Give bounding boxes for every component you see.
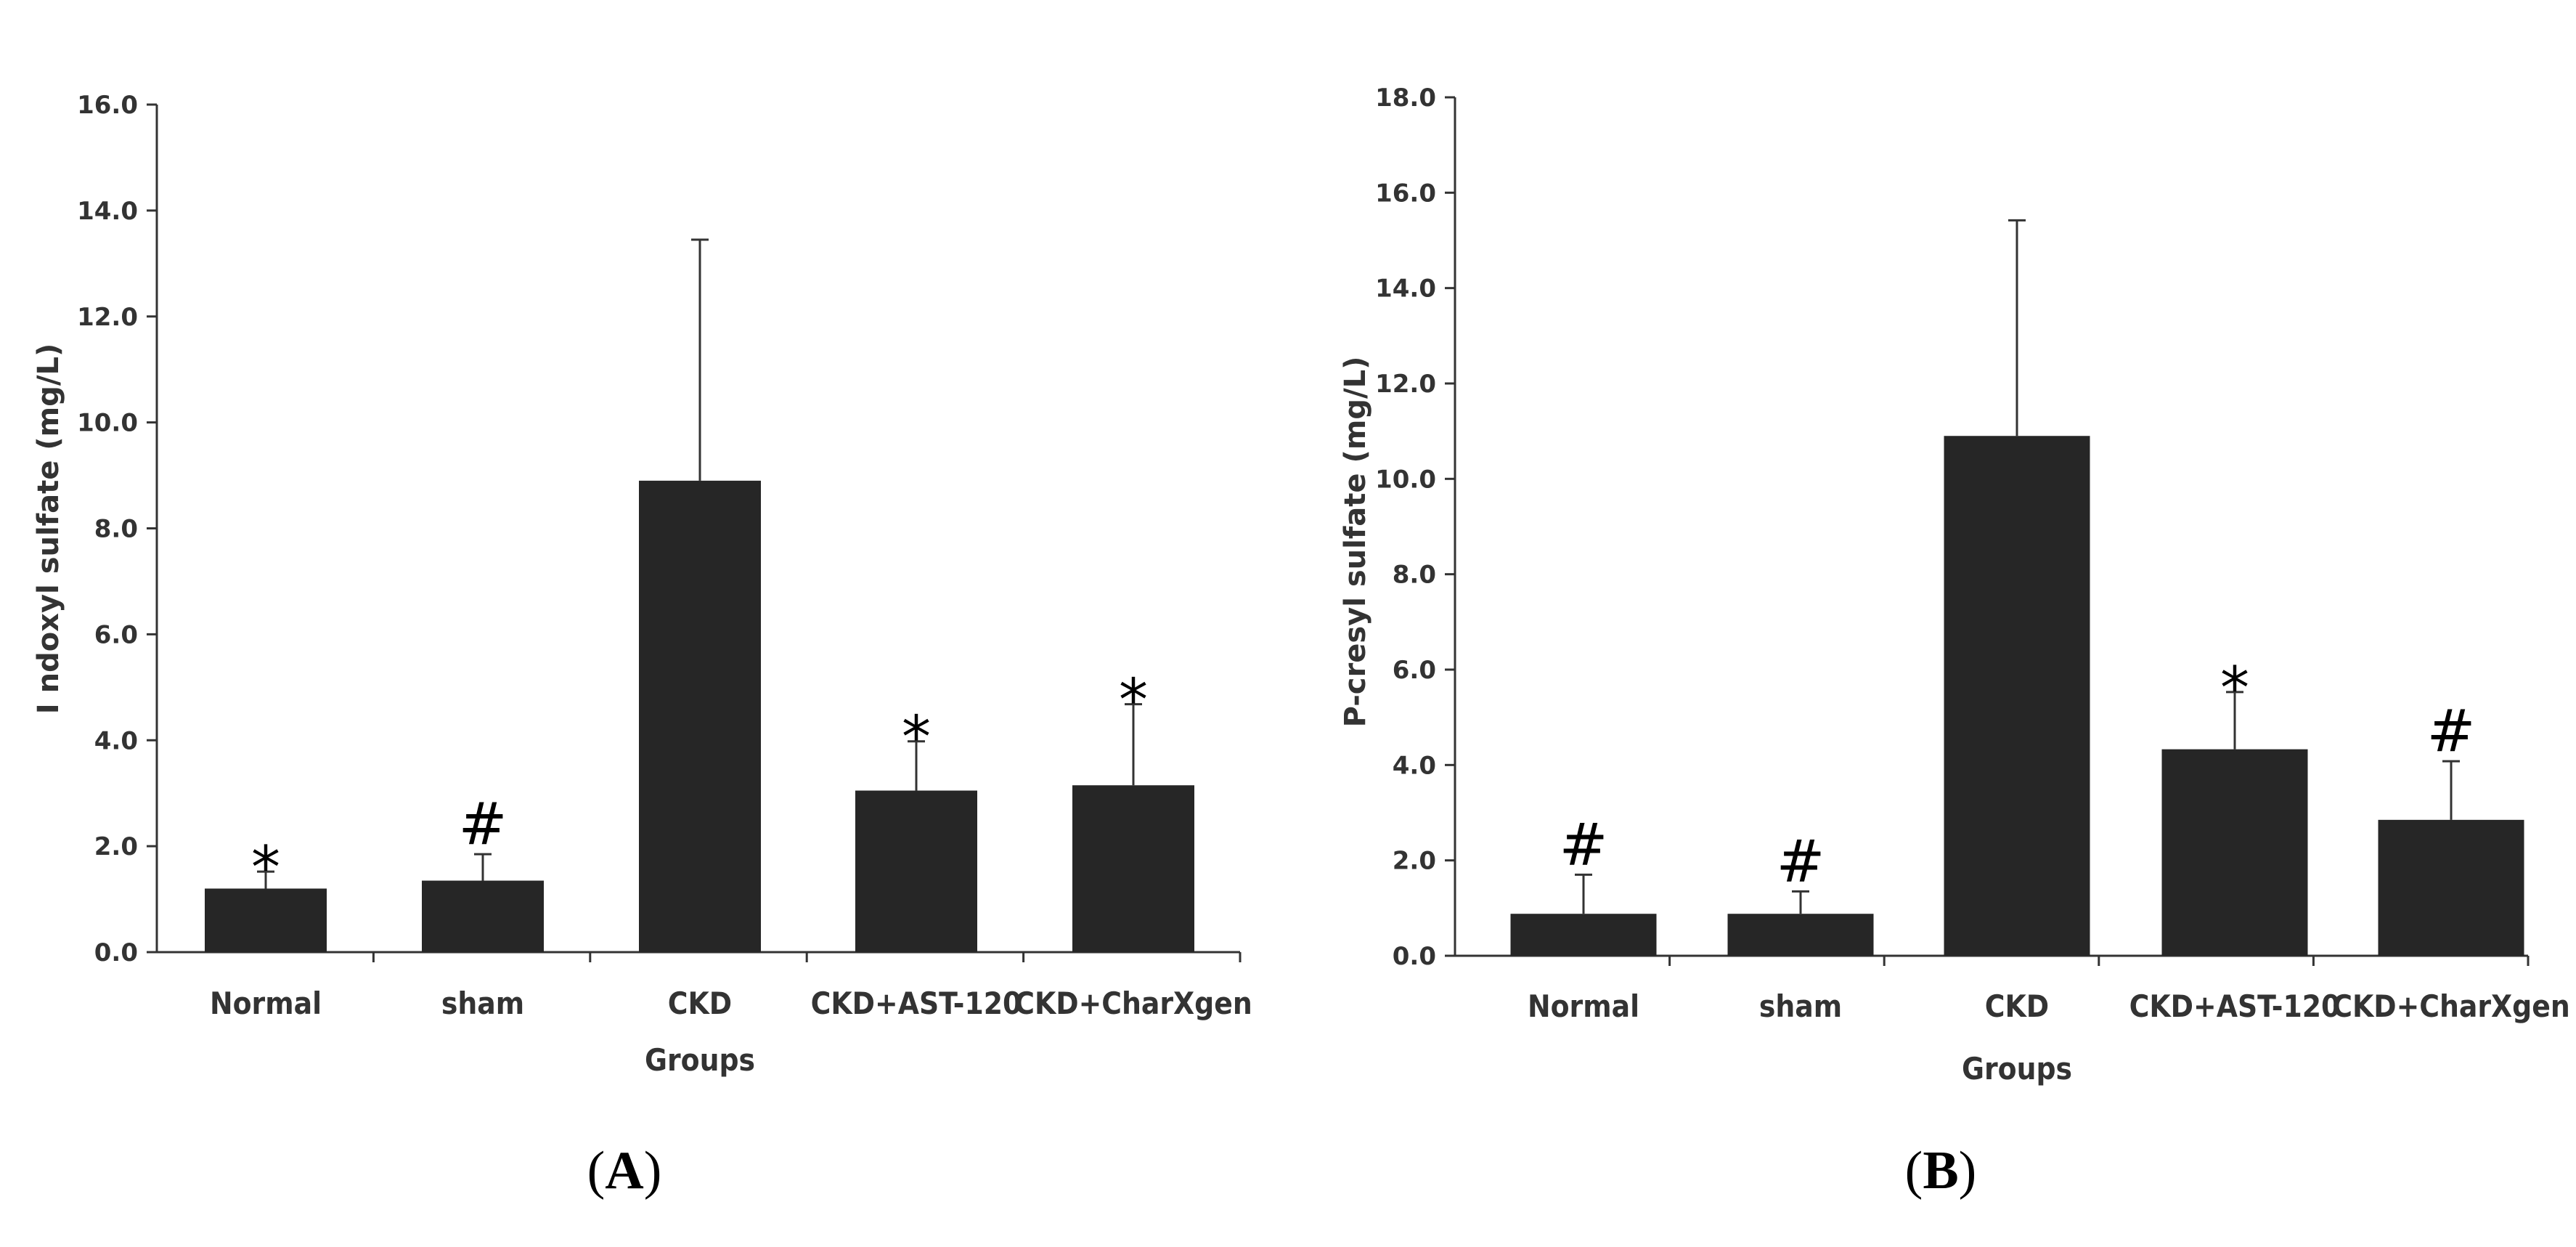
y-tick-label: 16.0 [77,91,138,120]
category-label: sham [441,986,524,1021]
category-label: CKD [1985,988,2049,1024]
y-tick-label: 0.0 [94,938,138,967]
category-label: CKD+AST-120 [811,986,1022,1021]
significance-star: * [902,704,931,771]
y-axis-title: P-cresyl sulfate (mg/L) [1339,357,1372,728]
panel-label: (A) [587,1141,662,1201]
y-tick-label: 4.0 [1393,751,1436,780]
category-label: Normal [1528,988,1639,1024]
y-tick-label: 6.0 [1393,656,1436,685]
category-label: Normal [210,986,322,1021]
bar-b-3 [2161,749,2308,956]
bar-a-4 [1072,785,1194,952]
y-tick-label: 14.0 [1375,275,1436,304]
y-tick-label: 12.0 [77,303,138,332]
y-tick-label: 10.0 [1375,465,1436,494]
y-tick-label: 4.0 [94,726,138,755]
category-label: CKD [668,986,732,1021]
category-label: sham [1759,988,1842,1024]
bar-a-1 [422,880,544,952]
bar-b-4 [2378,819,2524,956]
y-tick-label: 8.0 [1393,561,1436,590]
y-tick-label: 12.0 [1375,370,1436,399]
bar-b-0 [1510,914,1657,956]
panel-label: (B) [1905,1141,1977,1201]
y-tick-label: 8.0 [94,515,138,544]
bar-b-1 [1727,914,1874,956]
y-tick-label: 0.0 [1393,942,1436,971]
significance-hash: # [2426,697,2475,765]
bar-a-3 [855,790,977,952]
significance-hash: # [458,790,507,858]
y-tick-label: 6.0 [94,620,138,649]
x-axis-title: Groups [1962,1051,2072,1086]
y-tick-label: 18.0 [1375,84,1436,113]
bar-b-2 [1944,436,2090,956]
significance-star: * [2220,654,2249,722]
x-axis-title: Groups [645,1042,755,1078]
panel-a-indoxyl-sulfate-chart: 0.0 2.0 4.0 6.0 8.0 10.0 12.0 14.0 16.0 * Normal # s… [32,91,1252,1201]
category-label: CKD+AST-120 [2129,988,2341,1024]
y-axis-title: I ndoxyl sulfate (mg/L) [32,344,65,714]
significance-star: * [1119,667,1148,734]
panel-b-p-cresyl-sulfate-chart: 0.0 2.0 4.0 6.0 8.0 10.0 12.0 14.0 16.0 18.0 # Norm… [1339,84,2570,1201]
y-tick-label: 10.0 [77,409,138,438]
category-label: CKD+CharXgen [2332,988,2570,1024]
category-label: CKD+CharXgen [1014,986,1252,1021]
y-tick-label: 2.0 [1393,847,1436,876]
y-tick-label: 2.0 [94,832,138,861]
y-tick-label: 16.0 [1375,179,1436,208]
significance-hash: # [1559,811,1607,878]
bar-a-2 [639,480,761,952]
y-tick-label: 14.0 [77,197,138,226]
significance-star: * [251,834,280,901]
bar-a-0 [205,888,327,952]
significance-hash: # [1776,827,1825,895]
